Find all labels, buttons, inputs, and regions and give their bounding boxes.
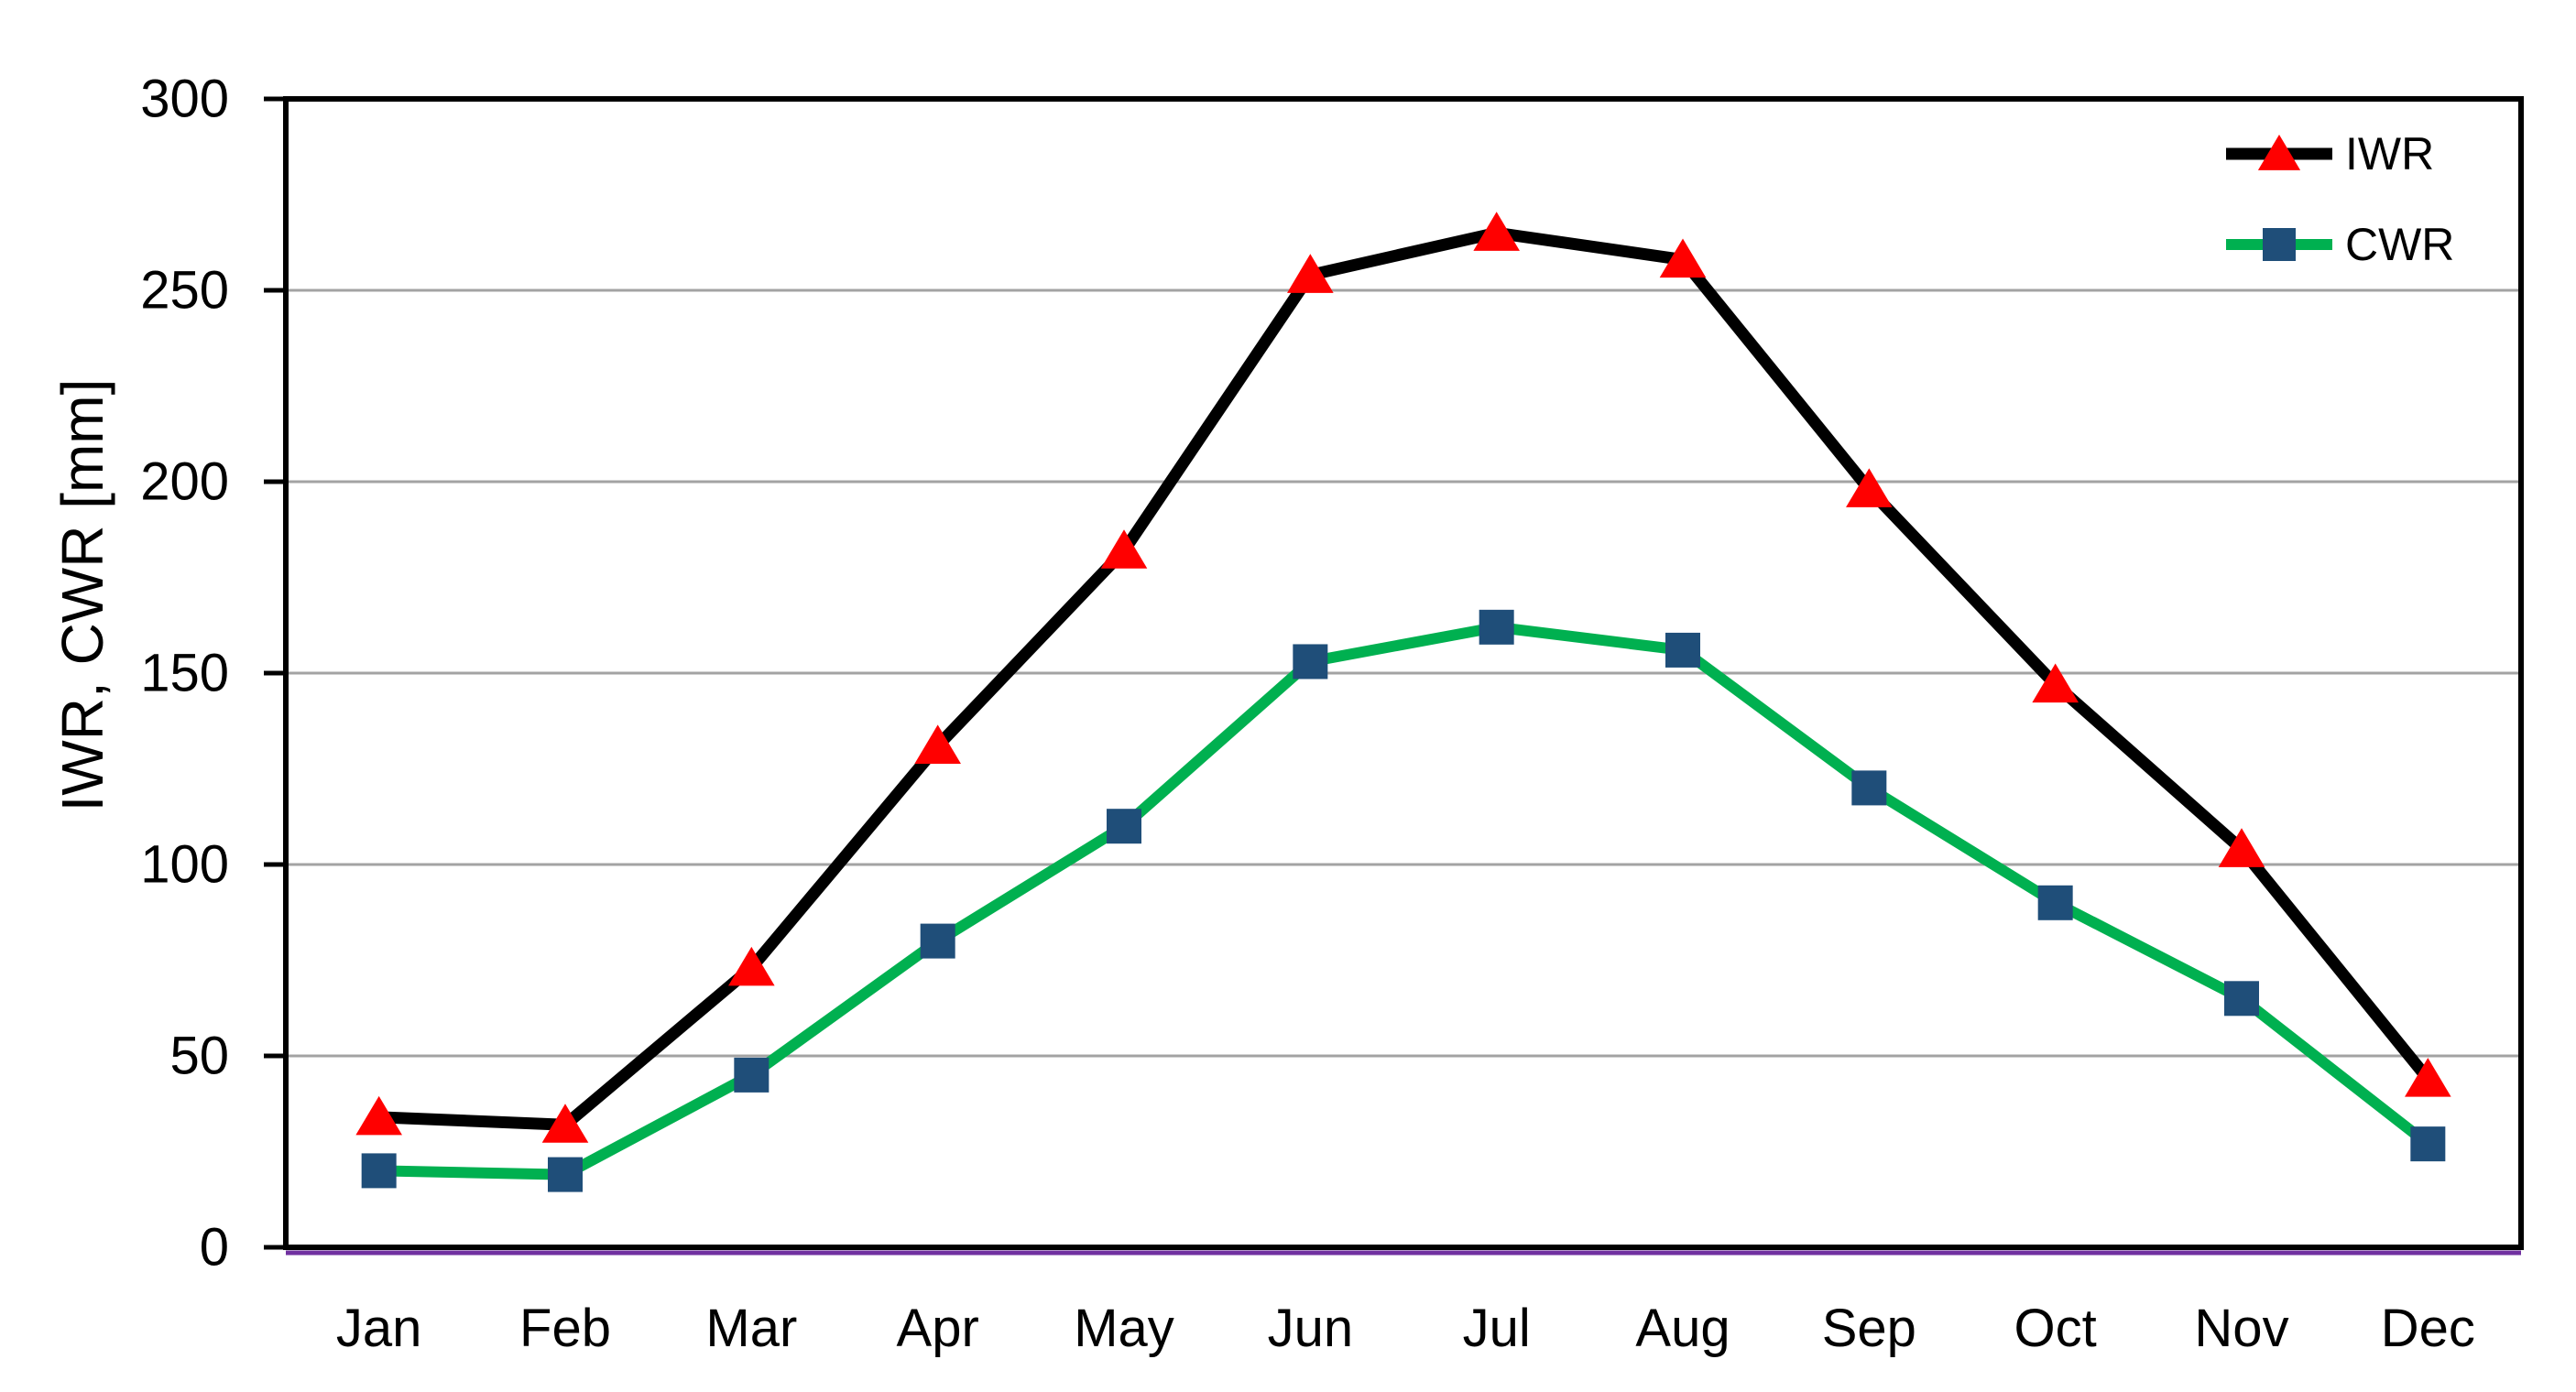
- y-tick-labels: 0 50 100 150 200 250 300: [140, 70, 229, 1278]
- iwr-marker: [1287, 254, 1334, 293]
- cwr-marker: [2224, 981, 2259, 1017]
- x-category-label: Jun: [1268, 1299, 1354, 1358]
- y-axis-title: IWR, CWR [mm]: [49, 379, 115, 812]
- x-category-label: Jul: [1463, 1299, 1531, 1358]
- legend-iwr-marker: [2257, 135, 2301, 170]
- x-category-label: Mar: [705, 1299, 797, 1358]
- cwr-line: [373, 621, 2434, 1180]
- iwr-marker: [355, 1095, 402, 1136]
- cwr-marker: [920, 923, 955, 959]
- y-tick-label: 250: [140, 261, 229, 321]
- cwr-marker: [1479, 609, 1514, 645]
- x-category-label: Oct: [2014, 1299, 2097, 1358]
- y-tick-label: 200: [140, 452, 229, 512]
- cwr-marker: [361, 1153, 397, 1189]
- legend: IWR CWR: [2226, 128, 2454, 270]
- iwr-marker: [2405, 1058, 2451, 1097]
- iwr-marker: [1846, 468, 1893, 507]
- legend-label-cwr: CWR: [2345, 219, 2454, 270]
- gridlines: [286, 288, 2521, 1058]
- cwr-marker: [2410, 1126, 2446, 1162]
- x-category-label: May: [1074, 1299, 1174, 1358]
- y-tick-label: 50: [169, 1027, 229, 1086]
- cwr-marker: [1851, 770, 1887, 806]
- series-lines: [373, 226, 2434, 1180]
- iwr-marker: [728, 946, 775, 986]
- x-category-label: Feb: [519, 1299, 611, 1358]
- x-category-label: Aug: [1635, 1299, 1730, 1358]
- y-tick-label: 150: [140, 644, 229, 703]
- iwr-marker: [1473, 212, 1520, 251]
- legend-label-iwr: IWR: [2345, 128, 2434, 179]
- cwr-marker: [734, 1057, 770, 1093]
- cwr-marker: [1293, 644, 1328, 680]
- iwr-marker: [1100, 529, 1148, 569]
- legend-cwr-marker: [2263, 228, 2296, 261]
- x-category-label: Dec: [2381, 1299, 2475, 1358]
- iwr-marker: [541, 1104, 589, 1143]
- x-category-label: Sep: [1822, 1299, 1916, 1358]
- iwr-marker: [1659, 238, 1707, 278]
- iwr-marker: [914, 724, 961, 764]
- cwr-marker: [1107, 809, 1141, 844]
- x-category-labels: Jan Feb Mar Apr May Jun Jul Aug Sep Oct Nov Dec: [336, 1299, 2475, 1358]
- cwr-marker: [2037, 885, 2073, 920]
- y-axis-ticks: [264, 96, 286, 1250]
- iwr-marker: [2218, 828, 2265, 867]
- cwr-marker: [1665, 632, 1700, 668]
- y-tick-label: 300: [140, 70, 229, 129]
- x-category-label: Apr: [897, 1299, 979, 1358]
- series-markers: [355, 212, 2451, 1192]
- cwr-marker: [548, 1157, 583, 1192]
- x-category-label: Nov: [2194, 1299, 2288, 1358]
- x-category-label: Jan: [336, 1299, 422, 1358]
- y-tick-label: 0: [200, 1218, 229, 1278]
- legend-marks: [2226, 135, 2332, 261]
- iwr-line: [373, 226, 2434, 1131]
- y-tick-label: 100: [140, 835, 229, 895]
- iwr-marker: [2032, 663, 2079, 703]
